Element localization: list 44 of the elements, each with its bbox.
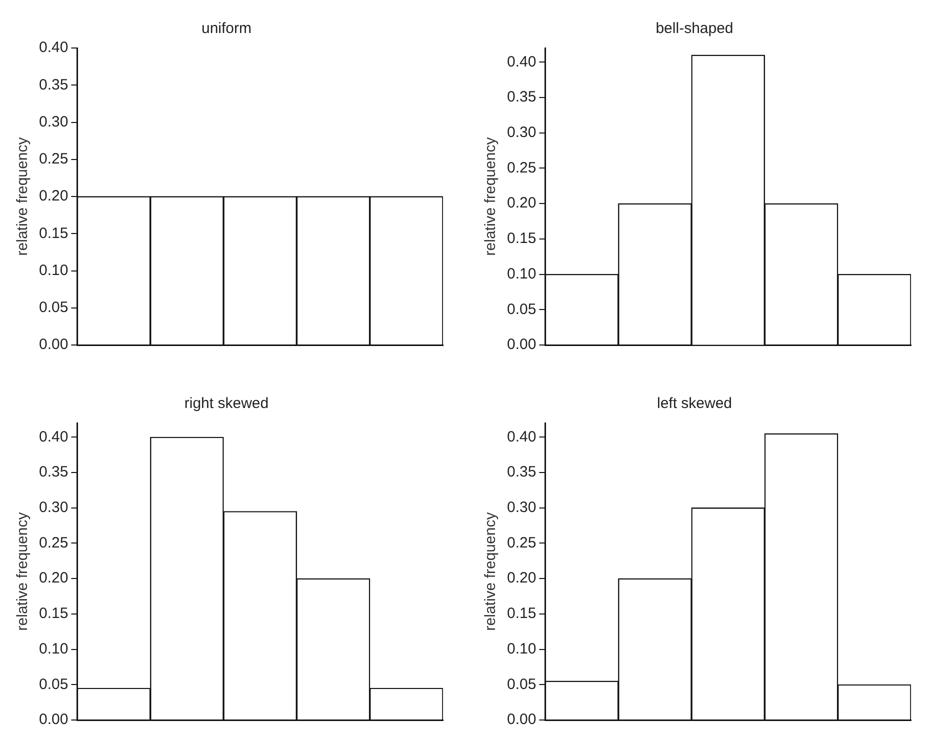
y-tick-label: 0.20 xyxy=(38,570,68,587)
chart-title: right skewed xyxy=(184,395,269,412)
y-tick-label: 0.30 xyxy=(506,124,536,141)
y-tick-label: 0.05 xyxy=(506,300,536,318)
y-axis-title: relative frequency xyxy=(482,512,500,631)
y-tick-label: 0.40 xyxy=(38,428,68,446)
y-tick-label: 0.05 xyxy=(38,676,68,693)
y-tick-label: 0.15 xyxy=(38,224,68,242)
y-tick-label: 0.00 xyxy=(506,336,536,354)
y-tick-label: 0.40 xyxy=(38,39,68,56)
y-tick-label: 0.25 xyxy=(506,534,536,552)
y-tick-label: 0.30 xyxy=(38,113,68,130)
y-tick-label: 0.30 xyxy=(38,499,68,516)
y-tick-label: 0.40 xyxy=(506,428,536,446)
y-tick-label: 0.15 xyxy=(38,605,68,622)
y-tick-label: 0.25 xyxy=(38,150,68,168)
y-tick-label: 0.20 xyxy=(506,194,536,212)
y-tick-label: 0.10 xyxy=(506,640,536,658)
y-tick-label: 0.35 xyxy=(38,76,68,94)
y-tick-label: 0.35 xyxy=(506,464,536,481)
y-tick-label: 0.10 xyxy=(38,640,68,658)
chart-title: bell-shaped xyxy=(656,20,734,38)
y-tick-label: 0.00 xyxy=(506,711,536,728)
chart-title: uniform xyxy=(201,20,252,38)
y-tick-label: 0.15 xyxy=(506,605,536,622)
y-tick-label: 0.00 xyxy=(38,336,68,354)
y-tick-label: 0.35 xyxy=(38,464,68,481)
y-tick-label: 0.25 xyxy=(38,534,68,552)
chart-title: left skewed xyxy=(656,395,732,412)
y-tick-label: 0.30 xyxy=(506,499,536,516)
y-axis-title: relative frequency xyxy=(14,136,32,256)
y-tick-label: 0.35 xyxy=(506,88,536,106)
y-tick-label: 0.40 xyxy=(506,53,536,70)
y-tick-label: 0.05 xyxy=(506,676,536,693)
y-axis-title: relative frequency xyxy=(482,136,500,256)
y-tick-label: 0.15 xyxy=(506,230,536,248)
y-tick-label: 0.05 xyxy=(38,299,68,316)
y-tick-label: 0.20 xyxy=(38,188,68,205)
y-tick-label: 0.00 xyxy=(38,711,68,728)
y-tick-label: 0.10 xyxy=(38,262,68,279)
y-tick-label: 0.20 xyxy=(506,570,536,587)
y-axis-title: relative frequency xyxy=(14,512,32,631)
y-tick-label: 0.25 xyxy=(506,159,536,176)
y-tick-label: 0.10 xyxy=(506,265,536,282)
